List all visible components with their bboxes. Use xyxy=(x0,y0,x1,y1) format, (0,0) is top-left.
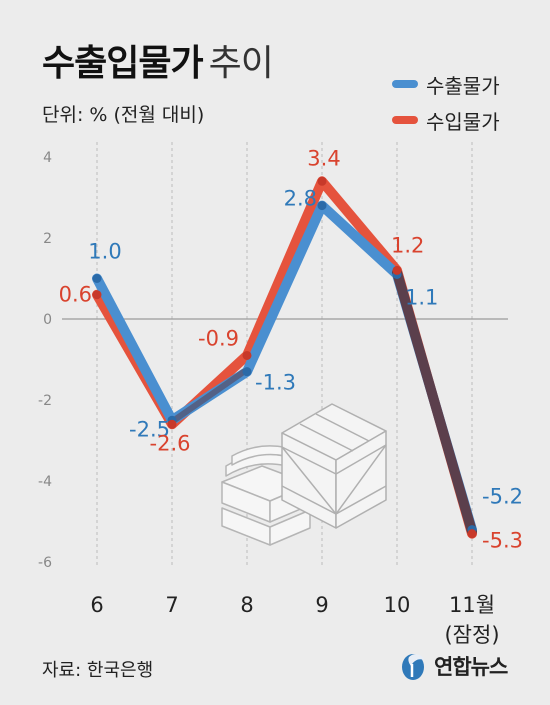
x-tick-label: 10 xyxy=(384,593,411,617)
x-tick-label: 11월 xyxy=(449,593,495,617)
data-label-export: 2.8 xyxy=(284,187,317,211)
legend-item-import: 수입물가 xyxy=(392,102,500,138)
point-import xyxy=(167,419,177,429)
point-import xyxy=(242,350,252,360)
data-label-import: -5.3 xyxy=(482,529,523,553)
data-label-import: 1.2 xyxy=(391,233,424,257)
data-label-import: 3.4 xyxy=(307,146,340,170)
unit-label: 단위: % (전월 대비) xyxy=(42,104,205,126)
point-export xyxy=(92,274,102,283)
x-tick-label: 6 xyxy=(90,593,103,617)
overlap-segment xyxy=(392,267,477,537)
y-tick-label: 2 xyxy=(43,231,52,247)
point-export xyxy=(242,367,252,377)
point-import xyxy=(392,265,402,275)
legend-label-import: 수입물가 xyxy=(426,109,500,134)
legend-swatch-import xyxy=(392,116,418,124)
data-label-import: 0.6 xyxy=(59,283,92,307)
y-tick-label: -4 xyxy=(38,474,52,490)
y-tick-label: -6 xyxy=(38,555,52,571)
x-tick-label: 9 xyxy=(315,593,328,617)
legend-label-export: 수출물가 xyxy=(426,73,500,98)
data-label-export: -2.5 xyxy=(129,417,170,441)
point-import xyxy=(317,176,327,186)
data-label-export: 1.0 xyxy=(88,240,121,264)
data-label-export: -5.2 xyxy=(482,485,523,509)
legend-swatch-export xyxy=(392,80,418,88)
legend: 수출물가 수입물가 xyxy=(392,66,500,138)
point-import xyxy=(92,290,102,300)
title-sub: 추이 xyxy=(208,43,274,84)
data-label-export: -1.3 xyxy=(255,371,296,395)
crate-and-pallet-illustration xyxy=(221,403,387,546)
yonhap-logo-icon xyxy=(402,654,424,680)
point-export xyxy=(317,201,327,211)
x-tick-label: 8 xyxy=(240,593,253,617)
y-tick-label: -2 xyxy=(38,393,52,409)
title-main: 수출입물가 xyxy=(42,43,204,84)
x-tick-label: (잠정) xyxy=(444,623,499,647)
y-tick-label: 4 xyxy=(43,150,52,166)
legend-item-export: 수출물가 xyxy=(392,66,500,102)
data-label-import: -0.9 xyxy=(198,326,239,350)
point-import xyxy=(467,529,477,539)
overlap-segment xyxy=(171,368,247,424)
brand-name: 연합뉴스 xyxy=(434,655,508,679)
y-tick-label: 0 xyxy=(43,312,52,328)
chart-title: 수출입물가 추이 xyxy=(42,34,274,86)
data-label-import: -2.6 xyxy=(150,431,191,455)
source-note: 자료: 한국은행 xyxy=(42,660,154,681)
x-tick-label: 7 xyxy=(165,593,178,617)
data-label-export: 1.1 xyxy=(405,285,438,309)
brand-logo: 연합뉴스 xyxy=(400,650,508,682)
